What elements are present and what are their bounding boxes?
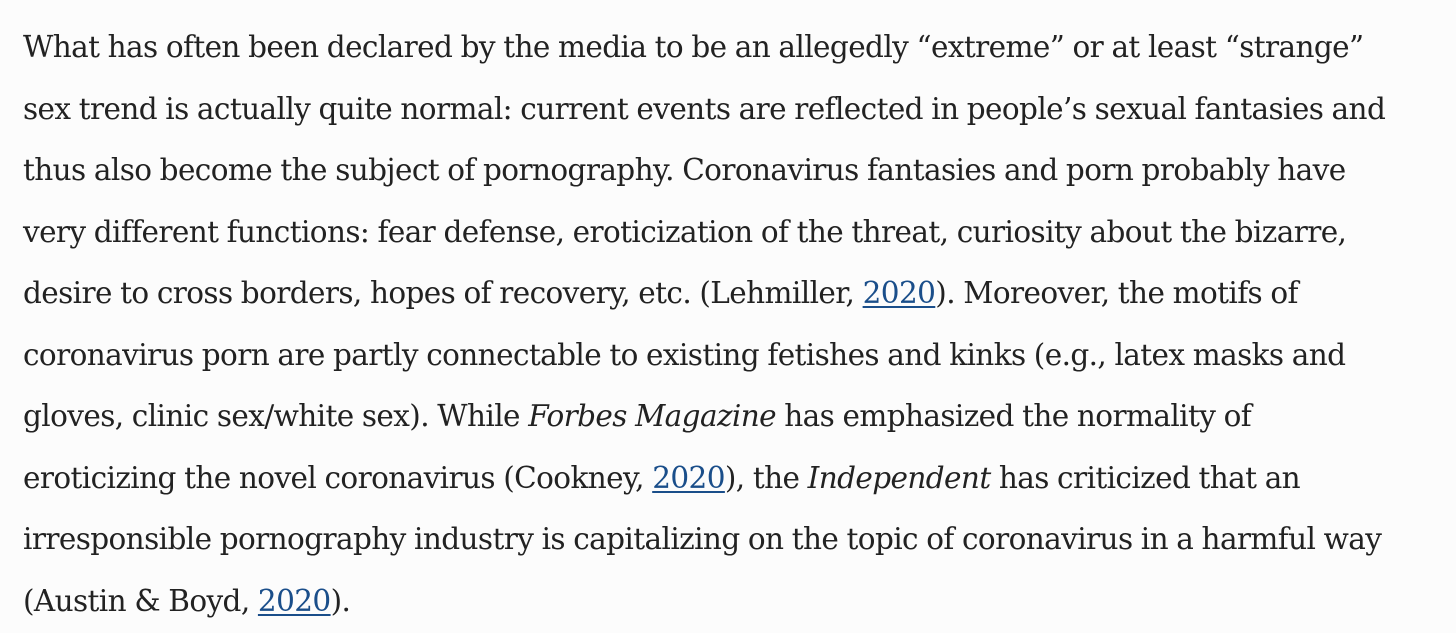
line-10-text-b: ). bbox=[330, 583, 351, 618]
line-7-text-a: gloves, clinic sex/white sex). While bbox=[23, 399, 529, 433]
paragraph-line-5: desire to cross borders, hopes of recove… bbox=[23, 263, 1453, 325]
line-5-text-a: desire to cross borders, hopes of recove… bbox=[23, 276, 863, 310]
paragraph-line-10: (Austin & Boyd, 2020). bbox=[23, 571, 1453, 633]
italic-forbes-magazine: Forbes Magazine bbox=[528, 399, 776, 433]
paragraph-line-6: coronavirus porn are partly connectable … bbox=[23, 337, 1346, 372]
paragraph-line-7: gloves, clinic sex/white sex). While For… bbox=[23, 386, 1453, 448]
body-paragraph: What has often been declared by the medi… bbox=[23, 17, 1453, 632]
paragraph-line-1: What has often been declared by the medi… bbox=[23, 30, 1364, 64]
line-10-text-a: (Austin & Boyd, bbox=[23, 583, 258, 618]
line-8-text-c: has criticized that an bbox=[990, 460, 1301, 495]
paragraph-line-3: thus also become the subject of pornogra… bbox=[23, 153, 1346, 187]
citation-link-lehmiller-2020[interactable]: 2020 bbox=[862, 276, 936, 310]
paragraph-line-4: very different functions: fear defense, … bbox=[23, 214, 1347, 249]
paragraph-line-8: eroticizing the novel coronavirus (Cookn… bbox=[23, 448, 1453, 510]
paragraph-line-9: irresponsible pornography industry is ca… bbox=[23, 522, 1382, 556]
line-5-text-b: ). Moreover, the motifs of bbox=[935, 276, 1298, 310]
italic-independent: Independent bbox=[807, 460, 992, 495]
line-7-text-b: has emphasized the normality of bbox=[775, 399, 1252, 433]
line-8-text-b: ), the bbox=[724, 460, 808, 495]
citation-link-austin-boyd-2020[interactable]: 2020 bbox=[257, 583, 331, 618]
citation-link-cookney-2020[interactable]: 2020 bbox=[652, 460, 725, 495]
line-8-text-a: eroticizing the novel coronavirus (Cookn… bbox=[23, 460, 653, 495]
paragraph-line-2: sex trend is actually quite normal: curr… bbox=[23, 91, 1386, 126]
